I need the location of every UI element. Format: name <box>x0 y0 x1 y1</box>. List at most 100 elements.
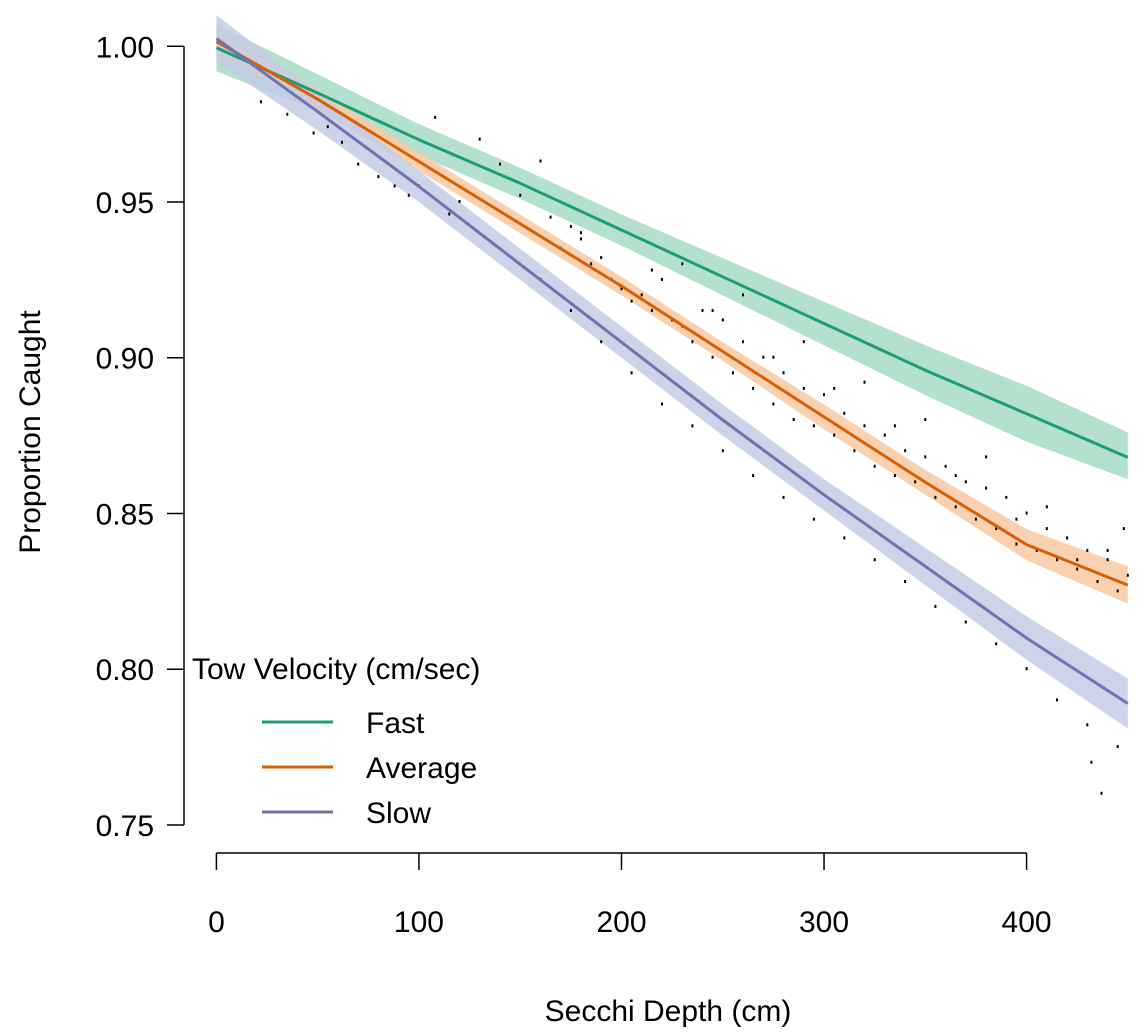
legend-label-fast: Fast <box>366 707 425 740</box>
scatter-point <box>357 162 360 166</box>
scatter-point <box>893 424 896 428</box>
scatter-point <box>914 480 917 484</box>
scatter-point <box>580 231 582 235</box>
scatter-point <box>1116 745 1119 749</box>
scatter-point <box>393 184 396 188</box>
scatter-point <box>985 486 988 490</box>
scatter-point <box>1025 667 1028 671</box>
scatter-point <box>650 268 653 272</box>
scatter-point <box>650 309 653 312</box>
x-tick-label: 0 <box>208 906 225 939</box>
scatter-point <box>711 309 714 312</box>
scatter-point <box>944 464 947 468</box>
scatter-point <box>630 371 633 375</box>
scatter-point <box>1126 573 1129 577</box>
scatter-point <box>1005 495 1008 499</box>
scatter-point <box>1045 527 1048 531</box>
scatter-point <box>812 517 815 521</box>
y-tick-label: 0.80 <box>96 654 154 687</box>
scatter-point <box>620 287 623 291</box>
scatter-point <box>1025 511 1028 515</box>
scatter-point <box>782 371 785 375</box>
axes-layer: 0 100 200 300 400 0.75 0.80 0.85 0.90 0.95 1.00 <box>96 31 1052 939</box>
legend-title: Tow Velocity (cm/sec) <box>192 653 480 686</box>
series-line-slow <box>215 37 1129 705</box>
scatter-point <box>1096 580 1099 583</box>
scatter-point <box>772 355 775 359</box>
scatter-point <box>590 262 593 266</box>
scatter-point <box>833 386 836 390</box>
x-tick-label: 100 <box>394 906 444 939</box>
scatter-point <box>752 386 755 390</box>
scatter-point <box>873 464 876 468</box>
scatter-point <box>792 418 795 421</box>
scatter-point <box>721 318 724 322</box>
scatter-point <box>691 424 694 428</box>
y-axis-title: Proportion Caught <box>14 310 47 554</box>
scatter-point <box>863 380 866 384</box>
scatter-point <box>762 355 765 359</box>
scatter-point <box>833 433 836 437</box>
legend: Tow Velocity (cm/sec) Fast Average Slow <box>192 653 480 830</box>
scatter-point <box>600 340 603 344</box>
y-tick-label: 0.85 <box>96 498 154 531</box>
scatter-point <box>964 480 967 484</box>
scatter-point <box>448 212 451 216</box>
x-tick-label: 400 <box>1002 906 1052 939</box>
scatter-point <box>519 193 522 197</box>
scatter-point <box>964 620 967 624</box>
scatter-point <box>661 402 663 406</box>
scatter-point <box>407 193 410 197</box>
scatter-point <box>691 340 694 344</box>
scatter-point <box>341 140 343 144</box>
scatter-point <box>260 100 262 104</box>
y-tick-label: 0.90 <box>96 343 154 376</box>
scatter-point <box>1086 548 1089 552</box>
scatter-point <box>1106 548 1109 552</box>
scatter-point <box>802 340 805 344</box>
scatter-point <box>974 517 977 521</box>
x-tick-label: 300 <box>799 906 849 939</box>
scatter-point <box>377 175 380 179</box>
scatter-point <box>954 505 957 509</box>
scatter-point <box>934 604 937 608</box>
scatter-point <box>701 309 704 312</box>
series-line-average <box>215 40 1129 587</box>
scatter-point <box>904 580 907 583</box>
scatter-point <box>721 449 724 453</box>
scatter-point <box>1045 505 1048 509</box>
scatter-point <box>843 411 846 415</box>
scatter-point <box>772 402 775 406</box>
scatter-point <box>904 449 907 453</box>
scatter-point <box>1100 791 1103 795</box>
scatter-point <box>995 642 998 646</box>
scatter-point <box>549 215 552 219</box>
scatter-point <box>853 449 856 453</box>
scatter-point <box>569 309 572 312</box>
scatter-point <box>985 455 988 459</box>
x-axis-title: Secchi Depth (cm) <box>545 995 792 1028</box>
scatter-point <box>326 125 329 129</box>
scatter-point <box>924 455 927 459</box>
scatter-layer <box>260 100 1129 795</box>
scatter-point <box>823 393 825 397</box>
scatter-point <box>924 418 927 421</box>
scatter-point <box>661 277 663 281</box>
scatter-point <box>711 355 714 359</box>
series-line-fast <box>215 46 1129 459</box>
scatter-point <box>539 159 542 163</box>
scatter-point <box>954 474 957 478</box>
scatter-point <box>1090 760 1093 764</box>
scatter-point <box>802 386 805 390</box>
scatter-point <box>312 131 315 135</box>
scatter-point <box>863 424 866 428</box>
scatter-point <box>843 536 846 540</box>
scatter-point <box>458 200 461 203</box>
scatter-point <box>812 424 815 428</box>
scatter-point <box>752 474 755 478</box>
scatter-point <box>1015 542 1018 546</box>
scatter-point <box>1076 567 1079 571</box>
scatter-point <box>1056 698 1058 702</box>
legend-label-slow: Slow <box>366 797 431 830</box>
